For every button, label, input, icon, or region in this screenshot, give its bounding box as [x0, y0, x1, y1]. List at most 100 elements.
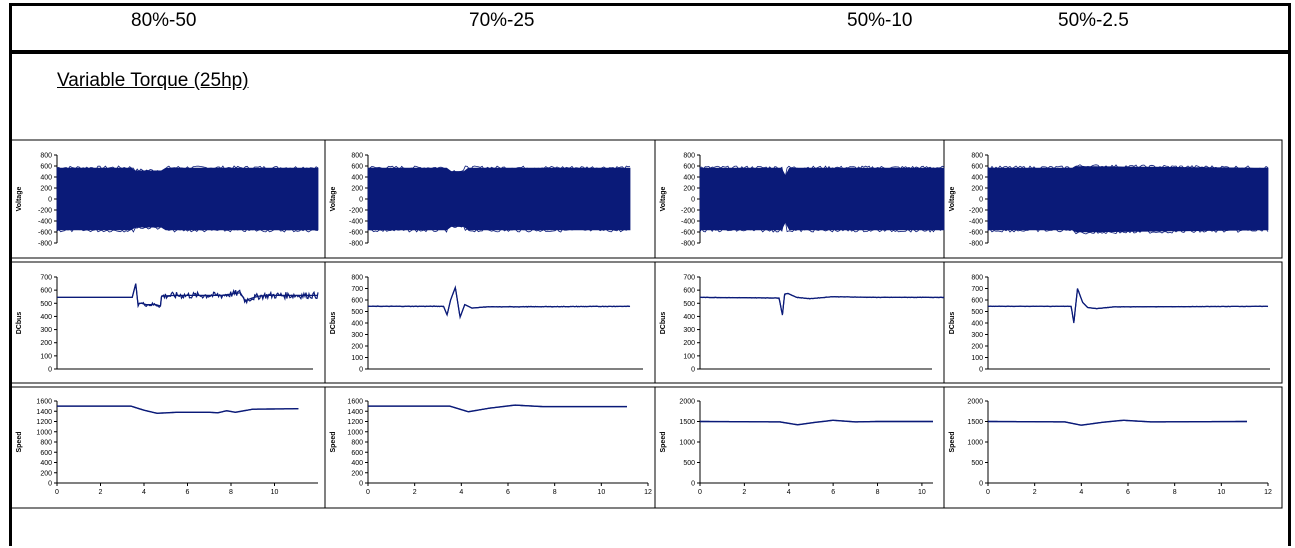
x-tick-label: 4	[1079, 489, 1083, 496]
x-tick-label: 2	[99, 489, 103, 496]
y-axis-label: Speed	[16, 431, 23, 452]
y-tick-label: -800	[969, 241, 983, 248]
x-tick-label: 6	[506, 489, 510, 496]
y-tick-label: -600	[38, 230, 52, 237]
header-rule	[9, 50, 1291, 54]
y-tick-label: 0	[359, 367, 363, 374]
y-tick-label: -600	[349, 230, 363, 237]
x-tick-label: 8	[876, 489, 880, 496]
column-header-2: 70%-25	[469, 10, 535, 31]
x-tick-label: 4	[142, 489, 146, 496]
y-tick-label: 800	[351, 275, 363, 282]
voltage-lower-edge	[699, 220, 945, 233]
y-tick-label: 1500	[679, 419, 695, 426]
speed-trace	[987, 419, 1248, 426]
y-tick-label: 700	[971, 286, 983, 293]
subtitle: Variable Torque (25hp)	[57, 70, 249, 91]
column-header-3: 50%-10	[847, 10, 913, 31]
y-tick-label: 1400	[347, 409, 363, 416]
y-axis-label: DCbus	[660, 312, 667, 335]
y-tick-label: 2000	[679, 399, 695, 406]
y-tick-label: 1500	[967, 419, 983, 426]
y-tick-label: 200	[683, 340, 695, 347]
y-tick-label: -800	[349, 241, 363, 248]
left-marker	[9, 175, 11, 188]
y-tick-label: 300	[971, 332, 983, 339]
y-tick-label: 0	[48, 481, 52, 488]
y-tick-label: 1200	[36, 419, 52, 426]
y-tick-label: 400	[351, 175, 363, 182]
y-tick-label: -600	[681, 230, 695, 237]
y-axis-label: Voltage	[660, 187, 667, 212]
chart-cell-2-3	[324, 386, 656, 509]
y-tick-label: 0	[979, 197, 983, 204]
voltage-upper-edge	[987, 164, 1269, 170]
voltage-upper-edge	[367, 165, 631, 174]
y-tick-label: 500	[40, 301, 52, 308]
y-tick-label: 800	[351, 440, 363, 447]
y-tick-label: 300	[351, 332, 363, 339]
voltage-lower-edge	[56, 225, 319, 233]
y-tick-label: 200	[351, 470, 363, 477]
speed-trace	[57, 405, 299, 414]
y-tick-label: 200	[683, 186, 695, 193]
y-tick-label: 700	[351, 286, 363, 293]
y-tick-label: 500	[971, 460, 983, 467]
y-tick-label: 600	[351, 298, 363, 305]
x-tick-label: 0	[55, 489, 59, 496]
y-tick-label: 400	[971, 321, 983, 328]
dcbus-line	[367, 288, 631, 317]
x-tick-label: 10	[918, 489, 926, 496]
chart-cell-4-2	[943, 261, 1283, 384]
y-tick-label: -400	[38, 219, 52, 226]
chart-cell-4-3	[943, 386, 1283, 509]
dcbus-line	[699, 292, 945, 314]
x-tick-label: 12	[644, 489, 652, 496]
y-tick-label: 800	[683, 153, 695, 160]
y-tick-label: 800	[40, 153, 52, 160]
y-tick-label: 1000	[347, 429, 363, 436]
y-tick-label: 200	[40, 470, 52, 477]
y-axis-label: Voltage	[16, 187, 23, 212]
y-tick-label: 800	[971, 153, 983, 160]
y-axis-label: Voltage	[330, 187, 337, 212]
y-tick-label: 400	[351, 460, 363, 467]
y-tick-label: 0	[691, 481, 695, 488]
x-tick-label: 6	[1126, 489, 1130, 496]
x-tick-label: 8	[229, 489, 233, 496]
y-tick-label: 1600	[347, 399, 363, 406]
y-tick-label: 200	[40, 186, 52, 193]
x-tick-label: 6	[186, 489, 190, 496]
y-tick-label: 1400	[36, 409, 52, 416]
y-tick-label: 100	[40, 353, 52, 360]
y-tick-label: 500	[351, 309, 363, 316]
y-tick-label: 400	[351, 321, 363, 328]
dcbus-line	[57, 283, 319, 308]
x-tick-label: 2	[413, 489, 417, 496]
x-tick-label: 4	[787, 489, 791, 496]
y-tick-label: -200	[38, 208, 52, 215]
x-tick-label: 10	[597, 489, 605, 496]
y-tick-label: -400	[969, 219, 983, 226]
y-tick-label: 600	[683, 164, 695, 171]
y-tick-label: 200	[351, 186, 363, 193]
column-header-1: 80%-50	[131, 10, 197, 31]
y-tick-label: 600	[971, 298, 983, 305]
voltage-band	[987, 166, 1269, 233]
x-tick-label: 6	[831, 489, 835, 496]
y-tick-label: 700	[40, 275, 52, 282]
voltage-band	[699, 167, 945, 231]
y-tick-label: 100	[683, 353, 695, 360]
y-tick-label: 200	[351, 344, 363, 351]
x-tick-label: 0	[698, 489, 702, 496]
y-tick-label: 600	[40, 164, 52, 171]
y-tick-label: 300	[683, 327, 695, 334]
column-header-4: 50%-2.5	[1058, 10, 1129, 31]
y-tick-label: -800	[681, 241, 695, 248]
y-tick-label: 600	[40, 288, 52, 295]
y-tick-label: 400	[40, 460, 52, 467]
y-tick-label: 0	[359, 197, 363, 204]
y-tick-label: -800	[38, 241, 52, 248]
chart-cell-3-2	[654, 261, 945, 384]
x-tick-label: 2	[1033, 489, 1037, 496]
